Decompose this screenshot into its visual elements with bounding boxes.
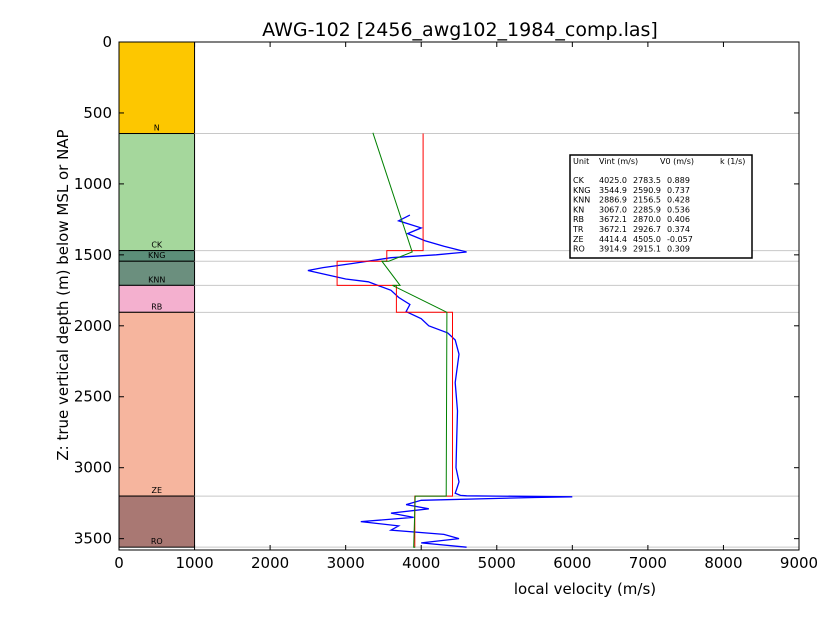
legend-cell-0-0: CK [573, 176, 585, 185]
legend-cell-2-2: 2156.5 [633, 196, 661, 205]
legend-header-3: k (1/s) [720, 157, 745, 166]
series-line-2 [372, 132, 448, 548]
formation-unit-n [118, 41, 196, 135]
legend-cell-4-0: RB [573, 215, 584, 224]
formation-unit-ze [118, 311, 196, 497]
x-axis-label: local velocity (m/s) [514, 580, 656, 598]
legend-cell-5-0: TR [572, 225, 584, 234]
y-axis-label: Z: true vertical depth (m) below MSL or … [54, 129, 72, 460]
legend-cell-3-2: 2285.9 [633, 205, 661, 214]
series-layer [307, 132, 573, 548]
x-tick-label-6: 6000 [553, 554, 591, 572]
formation-unit-knn [118, 260, 196, 286]
legend-cell-7-2: 2915.1 [633, 245, 661, 254]
legend-header-2: V0 (m/s) [660, 157, 694, 166]
chart-title: AWG-102 [2456_awg102_1984_comp.las] [262, 19, 658, 41]
legend-cell-0-2: 2783.5 [633, 176, 661, 185]
formation-unit-ck [118, 133, 196, 252]
legend-cell-7-3: 0.309 [667, 245, 690, 254]
x-tick-label-7: 7000 [629, 554, 667, 572]
y-tick-label-1: 500 [83, 104, 112, 122]
legend-cell-3-1: 3067.0 [599, 205, 627, 214]
legend: Unit Vint (m/s) V0 (m/s) k (1/s) CK 4025.0 278… [569, 154, 753, 259]
y-tick-label-6: 3000 [74, 459, 112, 477]
formation-label-knn: KNN [148, 275, 165, 284]
series-line-1 [336, 133, 453, 548]
legend-cell-0-3: 0.889 [667, 176, 690, 185]
legend-cell-2-3: 0.428 [667, 196, 690, 205]
x-tick-label-2: 2000 [251, 554, 289, 572]
legend-cell-1-3: 0.737 [667, 186, 690, 195]
x-axis-ticks: 0 1000 2000 3000 4000 5000 6000 7000 8000 9000 [114, 42, 818, 572]
y-tick-label-3: 1500 [74, 246, 112, 264]
formation-label-ck: CK [151, 241, 163, 250]
legend-cell-2-1: 2886.9 [599, 196, 627, 205]
legend-cell-6-1: 4414.4 [599, 235, 627, 244]
legend-cell-3-3: 0.536 [667, 205, 690, 214]
x-tick-label-3: 3000 [327, 554, 365, 572]
y-tick-label-5: 2500 [74, 388, 112, 406]
x-tick-label-5: 5000 [478, 554, 516, 572]
legend-cell-1-1: 3544.9 [599, 186, 627, 195]
legend-cell-7-0: RO [573, 245, 585, 254]
y-tick-label-4: 2000 [74, 317, 112, 335]
legend-cell-6-3: -0.057 [667, 235, 693, 244]
y-tick-label-0: 0 [102, 33, 112, 51]
plot-frame [118, 41, 800, 551]
legend-header-1: Vint (m/s) [599, 157, 638, 166]
legend-cell-1-0: KNG [573, 186, 590, 195]
legend-cell-7-1: 3914.9 [599, 245, 627, 254]
legend-box [569, 154, 753, 259]
formation-label-n: N [154, 124, 160, 133]
legend-cell-0-1: 4025.0 [599, 176, 627, 185]
y-tick-label-2: 1000 [74, 175, 112, 193]
legend-cell-6-2: 4505.0 [633, 235, 661, 244]
series-line-0 [307, 214, 573, 548]
legend-cell-1-2: 2590.9 [633, 186, 661, 195]
legend-cell-4-1: 3672.1 [599, 215, 627, 224]
legend-cell-2-0: KNN [573, 196, 590, 205]
legend-cell-5-2: 2926.7 [633, 225, 661, 234]
x-tick-label-1: 1000 [175, 554, 213, 572]
x-tick-label-9: 9000 [780, 554, 818, 572]
x-tick-label-0: 0 [114, 554, 124, 572]
formation-label-kng: KNG [148, 251, 165, 260]
x-tick-label-4: 4000 [402, 554, 440, 572]
formation-label-rb: RB [151, 302, 162, 311]
legend-cell-3-0: KN [573, 205, 584, 214]
formation-label-ze: ZE [152, 486, 163, 495]
y-tick-label-7: 3500 [74, 530, 112, 548]
legend-cell-6-0: ZE [573, 235, 584, 244]
x-tick-label-8: 8000 [704, 554, 742, 572]
y-axis-ticks: 0 500 1000 1500 2000 2500 3000 3500 [74, 33, 799, 548]
legend-header-0: Unit [573, 157, 589, 166]
legend-cell-5-1: 3672.1 [599, 225, 627, 234]
legend-cell-4-2: 2870.0 [633, 215, 661, 224]
legend-cell-5-3: 0.374 [667, 225, 690, 234]
formation-label-ro: RO [151, 537, 163, 546]
legend-cell-4-3: 0.406 [667, 215, 690, 224]
